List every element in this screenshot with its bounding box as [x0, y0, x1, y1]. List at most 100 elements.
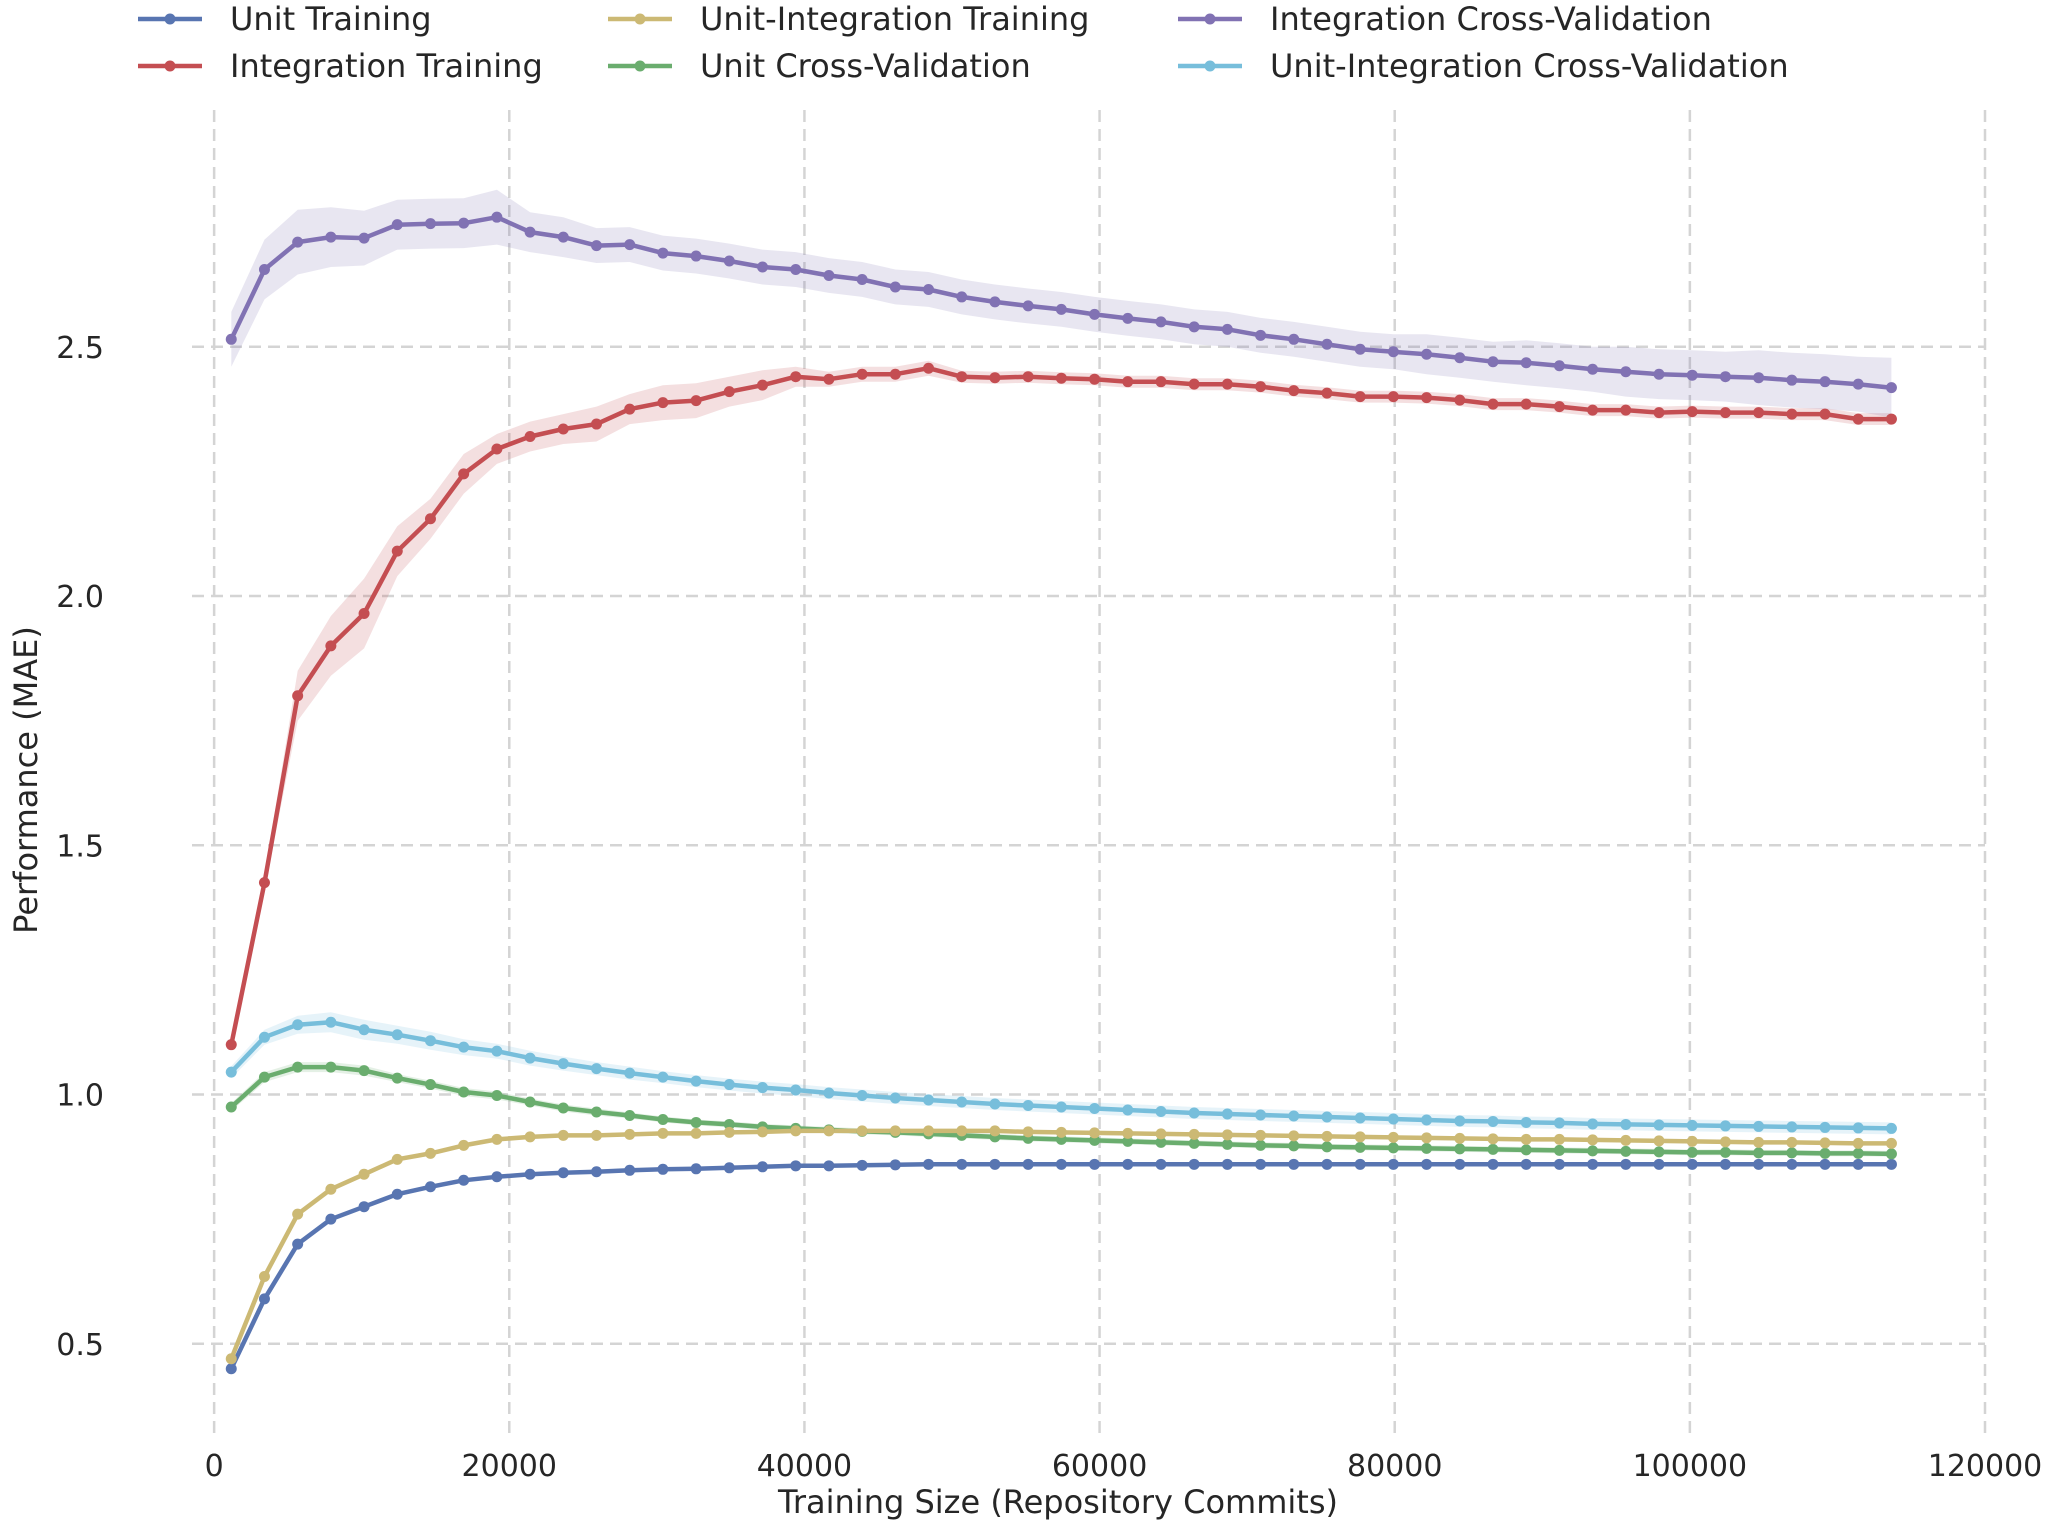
- x-tick-label: 20000: [462, 1449, 557, 1484]
- integration-trainingpoint: [989, 372, 1001, 384]
- integration-cross-validationpoint: [1587, 363, 1599, 375]
- integration-cross-validationpoint: [956, 291, 968, 303]
- unit-integration-cross-validationpoint: [1354, 1112, 1366, 1124]
- unit-cross-validationpoint: [690, 1116, 702, 1128]
- integration-trainingpoint: [1122, 376, 1134, 388]
- integration-cross-validationpoint: [1155, 316, 1167, 328]
- unit-integration-cross-validationpoint: [1155, 1105, 1167, 1117]
- unit-integration-trainingpoint: [1587, 1134, 1599, 1146]
- unit-cross-validationpoint: [1221, 1138, 1233, 1150]
- unit-integration-trainingpoint: [657, 1127, 669, 1139]
- unit-trainingpoint: [1753, 1158, 1765, 1170]
- unit-integration-cross-validationpoint: [258, 1031, 270, 1043]
- integration-trainingpoint: [557, 423, 569, 435]
- unit-integration-trainingpoint: [1288, 1130, 1300, 1142]
- unit-integration-trainingpoint: [1155, 1128, 1167, 1140]
- integration-trainingpoint: [292, 690, 304, 702]
- unit-integration-trainingpoint: [624, 1128, 636, 1140]
- unit-cross-validationpoint: [1719, 1146, 1731, 1158]
- integration-cross-validationpoint: [624, 239, 636, 251]
- unit-integration-cross-validationpoint: [1055, 1101, 1067, 1113]
- x-tick-labels: 0 20000 40000 60000 80000 100000 120000: [205, 1449, 2043, 1484]
- unit-integration-trainingpoint: [1753, 1136, 1765, 1148]
- unit-trainingpoint: [258, 1293, 270, 1305]
- integration-cross-validationpoint: [1055, 303, 1067, 315]
- unit-cross-validationpoint: [1288, 1140, 1300, 1152]
- unit-trainingband: [231, 1162, 1892, 1371]
- unit-cross-validationpoint: [258, 1071, 270, 1083]
- unit-cross-validationpoint: [1421, 1142, 1433, 1154]
- unit-integration-cross-validationpoint: [1288, 1110, 1300, 1122]
- unit-integration-trainingpoint: [292, 1208, 304, 1220]
- unit-integration-cross-validationpoint: [723, 1079, 735, 1091]
- integration-cross-validationpoint: [1188, 321, 1200, 333]
- unit-trainingpoint: [1421, 1158, 1433, 1170]
- integration-trainingpoint: [1753, 407, 1765, 419]
- unit-cross-validationpoint: [1753, 1147, 1765, 1159]
- unit-integration-trainingpoint: [1719, 1136, 1731, 1148]
- integration-cross-validationpoint: [458, 217, 470, 229]
- integration-trainingpoint: [391, 545, 403, 557]
- unit-integration-cross-validationpoint: [1885, 1122, 1897, 1134]
- integration-trainingpoint: [1387, 391, 1399, 403]
- unit-integration-trainingpoint: [757, 1126, 769, 1138]
- x-tick-label: 0: [205, 1449, 224, 1484]
- unit-cross-validationpoint: [1852, 1147, 1864, 1159]
- legend-label-unit-integration-cross-validation: Unit-Integration Cross-Validation: [1270, 47, 1789, 85]
- unit-integration-cross-validationpoint: [956, 1096, 968, 1108]
- legend-marker-unit-training: [164, 13, 176, 25]
- unit-integration-cross-validationpoint: [690, 1075, 702, 1087]
- unit-integration-trainingpoint: [1387, 1131, 1399, 1143]
- integration-trainingpoint: [1885, 413, 1897, 425]
- unit-trainingpoint: [1155, 1158, 1167, 1170]
- unit-integration-cross-validationpoint: [856, 1090, 868, 1102]
- unit-integration-trainingpoint: [1487, 1133, 1499, 1145]
- integration-trainingpoint: [458, 468, 470, 480]
- unit-integration-cross-validationpoint: [292, 1019, 304, 1031]
- unit-integration-trainingpoint: [557, 1129, 569, 1141]
- unit-integration-trainingpoint: [989, 1125, 1001, 1137]
- integration-cross-validationpoint: [1387, 346, 1399, 358]
- unit-integration-cross-validationpoint: [391, 1029, 403, 1041]
- unit-cross-validationpoint: [292, 1061, 304, 1073]
- integration-cross-validationpoint: [1421, 348, 1433, 360]
- confidence-bands: [231, 189, 1892, 1371]
- integration-cross-validationpoint: [1686, 369, 1698, 381]
- unit-integration-trainingpoint: [856, 1125, 868, 1137]
- integration-cross-validationpoint: [1885, 382, 1897, 394]
- unit-trainingpoint: [657, 1163, 669, 1175]
- grid: [192, 110, 1987, 1436]
- integration-cross-validationpoint: [1553, 360, 1565, 372]
- unit-integration-cross-validationpoint: [1421, 1114, 1433, 1126]
- integration-trainingpoint: [1321, 387, 1333, 399]
- unit-integration-trainingpoint: [1620, 1134, 1632, 1146]
- unit-cross-validationpoint: [723, 1118, 735, 1130]
- unit-trainingpoint: [624, 1164, 636, 1176]
- unit-integration-trainingpoint: [524, 1131, 536, 1143]
- unit-trainingpoint: [1089, 1158, 1101, 1170]
- legend: Unit Training Integration Training Unit-In…: [138, 0, 1789, 85]
- integration-trainingpoint: [1653, 407, 1665, 419]
- unit-cross-validationpoint: [657, 1113, 669, 1125]
- unit-integration-cross-validationpoint: [491, 1045, 503, 1057]
- y-tick-label: 1.0: [56, 1079, 104, 1114]
- unit-integration-cross-validationpoint: [1719, 1120, 1731, 1132]
- y-tick-label: 2.5: [56, 331, 104, 366]
- unit-integration-trainingpoint: [1122, 1127, 1134, 1139]
- series-markers: [225, 211, 1897, 1375]
- unit-trainingpoint: [1321, 1158, 1333, 1170]
- x-tick-label: 100000: [1633, 1449, 1748, 1484]
- unit-trainingpoint: [557, 1167, 569, 1179]
- unit-integration-cross-validationpoint: [657, 1071, 669, 1083]
- unit-cross-validationpoint: [1620, 1145, 1632, 1157]
- unit-integration-trainingpoint: [1553, 1133, 1565, 1145]
- unit-integration-cross-validationpoint: [757, 1082, 769, 1094]
- unit-integration-cross-validationpoint: [1753, 1120, 1765, 1132]
- integration-cross-validationpoint: [1288, 333, 1300, 345]
- legend-label-integration-cross-validation: Integration Cross-Validation: [1270, 0, 1712, 38]
- integration-cross-validationpoint: [657, 247, 669, 259]
- unit-integration-trainingpoint: [823, 1125, 835, 1137]
- integration-trainingpoint: [624, 403, 636, 415]
- integration-cross-validationpoint: [1520, 357, 1532, 369]
